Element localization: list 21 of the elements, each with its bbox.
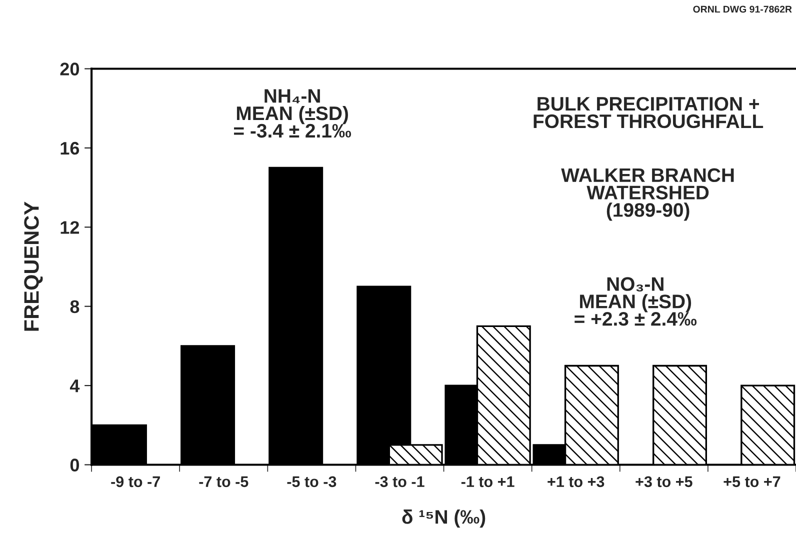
- annotation: NO₃-N MEAN (±SD) = +2.3 ± 2.4‰: [574, 277, 697, 326]
- x-tick-label: +5 to +7: [724, 476, 780, 488]
- y-tick-label: 20: [60, 62, 79, 76]
- x-tick-label: -1 to +1: [461, 476, 514, 488]
- x-tick-label: -9 to -7: [111, 476, 160, 488]
- y-tick-label: 12: [60, 221, 80, 234]
- y-tick-label: 8: [70, 300, 80, 314]
- x-tick-label: -7 to -5: [199, 476, 248, 488]
- text: ORNL DWG 91-7862R: [693, 6, 792, 13]
- y-tick-label: 16: [60, 142, 80, 155]
- y-tick-label: 0: [70, 458, 79, 472]
- x-axis-title: δ ¹⁵N (‰): [402, 510, 486, 528]
- annotation: NH₄-N MEAN (±SD) = -3.4 ± 2.1‰: [234, 89, 352, 138]
- y-tick-label: 4: [70, 380, 80, 392]
- text: BULK PRECIPITATION + FOREST THROUGHFALL: [534, 96, 764, 128]
- x-tick-label: +3 to +5: [636, 476, 692, 488]
- text: WALKER BRANCH WATERSHED (1989-90): [561, 168, 734, 221]
- x-tick-label: -5 to -3: [287, 476, 336, 488]
- x-tick-label: -3 to -1: [375, 476, 424, 488]
- x-tick-label: +1 to +3: [548, 476, 604, 488]
- y-axis-title: FREQUENCY: [24, 202, 43, 331]
